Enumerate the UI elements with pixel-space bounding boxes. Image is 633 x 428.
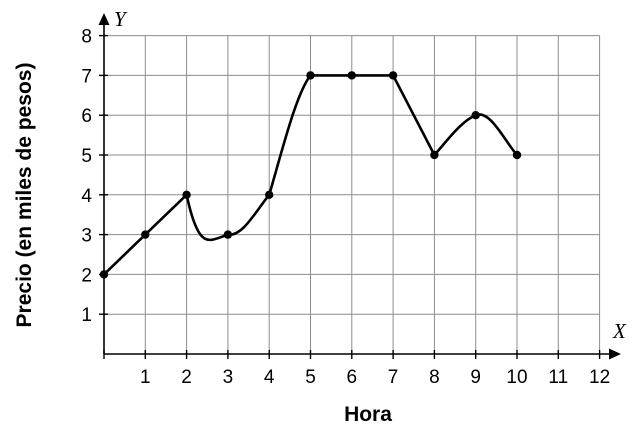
y-axis-arrow — [98, 13, 110, 25]
x-tick-label: 11 — [548, 367, 568, 388]
y-tick-label: 8 — [81, 27, 92, 48]
x-tick-label: 1 — [140, 367, 151, 388]
x-axis-letter: X — [612, 319, 627, 343]
x-tick-label: 9 — [470, 367, 481, 388]
y-tick-label: 2 — [81, 265, 92, 286]
data-point — [265, 190, 274, 199]
y-tick-label: 4 — [81, 186, 92, 207]
y-tick-label: 5 — [81, 146, 92, 167]
x-tick-label: 6 — [347, 367, 358, 388]
data-point — [223, 230, 233, 239]
data-point — [306, 71, 315, 80]
x-axis-title: Hora — [344, 403, 392, 426]
x-tick-label: 2 — [181, 367, 192, 388]
x-axis-arrow — [609, 348, 621, 360]
y-axis-title: Precio (en miles de pesos) — [13, 63, 36, 328]
x-tick-label: 4 — [264, 367, 275, 388]
axes: X Y — [98, 7, 627, 360]
data-point — [182, 190, 191, 199]
data-point — [99, 270, 109, 279]
x-tick-label: 10 — [506, 367, 527, 388]
data-point — [347, 71, 356, 80]
y-tick-label: 6 — [81, 106, 92, 127]
data-point — [430, 150, 439, 160]
y-tick-label: 7 — [81, 66, 92, 87]
series — [99, 71, 522, 279]
y-tick-label: 3 — [81, 226, 92, 247]
data-point — [471, 111, 480, 120]
y-axis-letter: Y — [114, 7, 128, 31]
x-tick-label: 12 — [589, 367, 610, 388]
y-tick-label: 1 — [81, 305, 92, 326]
data-point — [388, 71, 398, 80]
x-tick-label: 3 — [223, 367, 234, 388]
x-tick-label: 8 — [429, 367, 440, 388]
data-point — [141, 230, 150, 239]
data-point — [512, 150, 522, 160]
x-tick-label: 5 — [305, 367, 316, 388]
grid — [104, 35, 601, 354]
x-tick-label: 7 — [388, 367, 399, 388]
